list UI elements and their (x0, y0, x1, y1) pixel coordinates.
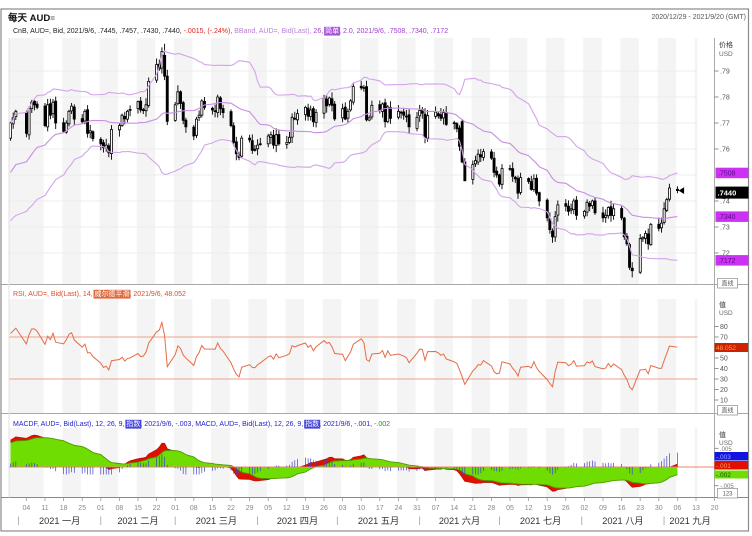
svg-text:16: 16 (618, 505, 626, 512)
svg-text:123: 123 (722, 492, 733, 498)
svg-text:-.001: -.001 (716, 463, 731, 470)
svg-text:18: 18 (60, 505, 68, 512)
svg-text:30: 30 (720, 377, 728, 384)
svg-text:-.002: -.002 (716, 472, 731, 479)
svg-text:|: | (663, 515, 665, 525)
svg-text:2021 四月: 2021 四月 (277, 516, 318, 526)
svg-text:19: 19 (302, 505, 310, 512)
svg-text:.78: .78 (720, 95, 730, 102)
svg-text:14: 14 (450, 505, 458, 512)
svg-text:.73: .73 (720, 225, 730, 232)
svg-text:.7340: .7340 (718, 214, 736, 221)
svg-text:2021 一月: 2021 一月 (39, 516, 80, 526)
svg-text:22: 22 (153, 505, 161, 512)
svg-text:01: 01 (171, 505, 179, 512)
svg-text:13: 13 (692, 505, 700, 512)
svg-text:CnB, AUD=, Bid, 2021/9/6, .744: CnB, AUD=, Bid, 2021/9/6, .7445, .7457, … (13, 26, 448, 35)
svg-text:直线: 直线 (721, 407, 733, 415)
svg-text:RSI, AUD=, Bid(Last), 14, 威尔德平: RSI, AUD=, Bid(Last), 14, 威尔德平滑, 2021/9/… (13, 289, 186, 298)
svg-text:01: 01 (97, 505, 105, 512)
svg-text:2021 三月: 2021 三月 (196, 516, 237, 526)
svg-text:03: 03 (339, 505, 347, 512)
svg-text:直线: 直线 (721, 280, 733, 288)
svg-text:05: 05 (264, 505, 272, 512)
svg-text:20: 20 (711, 505, 719, 512)
svg-text:|: | (419, 515, 421, 525)
svg-text:70: 70 (720, 335, 728, 342)
svg-text:-.005: -.005 (720, 484, 734, 490)
svg-text:.77: .77 (720, 121, 730, 128)
svg-text:30: 30 (655, 505, 663, 512)
svg-text:-.003: -.003 (716, 454, 731, 461)
svg-text:.005: .005 (720, 447, 732, 453)
svg-text:08: 08 (116, 505, 124, 512)
svg-text:.7508: .7508 (718, 171, 736, 178)
svg-text:26: 26 (562, 505, 570, 512)
svg-text:12: 12 (525, 505, 533, 512)
svg-text:06: 06 (674, 505, 682, 512)
svg-text:31: 31 (413, 505, 421, 512)
svg-text:.74: .74 (720, 199, 730, 206)
svg-text:2021 九月: 2021 九月 (669, 515, 710, 526)
svg-text:|: | (174, 515, 176, 525)
svg-text:21: 21 (469, 505, 477, 512)
svg-text:02: 02 (581, 505, 589, 512)
svg-text:24: 24 (395, 505, 403, 512)
svg-text:10: 10 (357, 505, 365, 512)
svg-text:2021 五月: 2021 五月 (358, 516, 399, 526)
svg-text:.79: .79 (720, 69, 730, 76)
svg-text:价格: 价格 (719, 40, 733, 49)
svg-text:19: 19 (543, 505, 551, 512)
svg-text:10: 10 (720, 398, 728, 405)
svg-text:05: 05 (506, 505, 514, 512)
svg-text:15: 15 (209, 505, 217, 512)
svg-text:|: | (336, 515, 338, 525)
svg-text:09: 09 (599, 505, 607, 512)
svg-text:值: 值 (719, 300, 726, 309)
svg-text:12: 12 (283, 505, 291, 512)
svg-text:26: 26 (320, 505, 328, 512)
svg-text:15: 15 (134, 505, 142, 512)
svg-text:2021 二月: 2021 二月 (117, 516, 158, 526)
svg-text:每天 AUD=: 每天 AUD= (8, 12, 55, 24)
svg-text:USD: USD (719, 310, 733, 317)
svg-text:04: 04 (23, 505, 31, 512)
svg-text:|: | (256, 515, 258, 525)
svg-text:07: 07 (432, 505, 440, 512)
svg-text:23: 23 (636, 505, 644, 512)
svg-text:08: 08 (190, 505, 198, 512)
svg-text:.7440: .7440 (718, 188, 737, 197)
svg-text:22: 22 (227, 505, 235, 512)
svg-text:|: | (581, 515, 583, 525)
svg-text:28: 28 (488, 505, 496, 512)
svg-text:.76: .76 (720, 147, 730, 154)
svg-text:2020/12/29 - 2021/9/20 (GMT): 2020/12/29 - 2021/9/20 (GMT) (651, 14, 746, 21)
svg-text:25: 25 (78, 505, 86, 512)
svg-text:.72: .72 (720, 251, 730, 258)
svg-text:USD: USD (719, 440, 733, 447)
svg-text:50: 50 (720, 356, 728, 363)
svg-text:20: 20 (720, 387, 728, 394)
svg-text:.7172: .7172 (718, 258, 736, 265)
svg-text:11: 11 (41, 505, 48, 512)
svg-text:值: 值 (719, 430, 726, 439)
svg-text:17: 17 (376, 505, 384, 512)
svg-text:40: 40 (720, 366, 728, 373)
svg-text:80: 80 (720, 324, 728, 331)
svg-text:29: 29 (246, 505, 254, 512)
svg-text:2021 八月: 2021 八月 (602, 516, 643, 526)
svg-text:|: | (100, 515, 102, 525)
svg-text:|: | (498, 515, 500, 525)
svg-text:2021 七月: 2021 七月 (520, 516, 561, 526)
svg-text:|: | (17, 515, 19, 525)
svg-text:MACDF, AUD=, Bid(Last), 12, 26: MACDF, AUD=, Bid(Last), 12, 26, 9, 指数, 2… (13, 419, 390, 428)
svg-text:2021 六月: 2021 六月 (439, 515, 480, 526)
svg-text:48.052: 48.052 (716, 345, 736, 352)
svg-text:USD: USD (719, 51, 733, 58)
